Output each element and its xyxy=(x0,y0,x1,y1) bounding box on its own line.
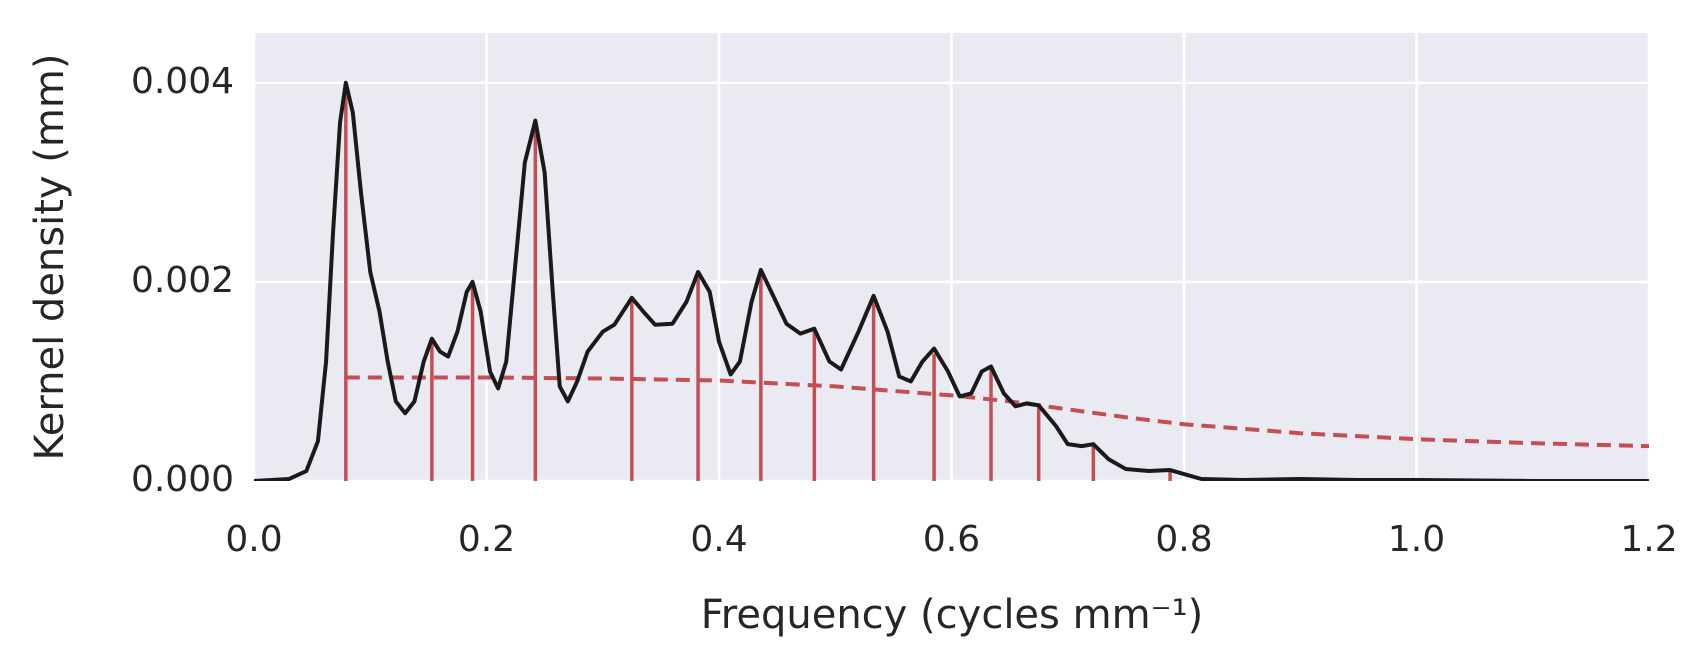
x-tick-label: 0.4 xyxy=(690,519,747,560)
x-axis-label: Frequency (cycles mm⁻¹) xyxy=(701,592,1204,638)
x-tick-label: 0.2 xyxy=(458,519,515,560)
x-tick-label: 1.2 xyxy=(1620,519,1677,560)
x-tick-label: 0.0 xyxy=(225,519,282,560)
y-axis-label: Kernel density (mm) xyxy=(27,54,73,461)
density-line xyxy=(254,80,1649,481)
x-tick-label: 1.0 xyxy=(1388,519,1445,560)
x-tick-label: 0.8 xyxy=(1155,519,1212,560)
y-tick-label: 0.000 xyxy=(131,459,234,500)
plot-area xyxy=(254,80,1649,481)
x-tick-label: 0.6 xyxy=(923,519,980,560)
y-tick-label: 0.002 xyxy=(131,260,234,301)
y-tick-label: 0.004 xyxy=(131,61,234,102)
